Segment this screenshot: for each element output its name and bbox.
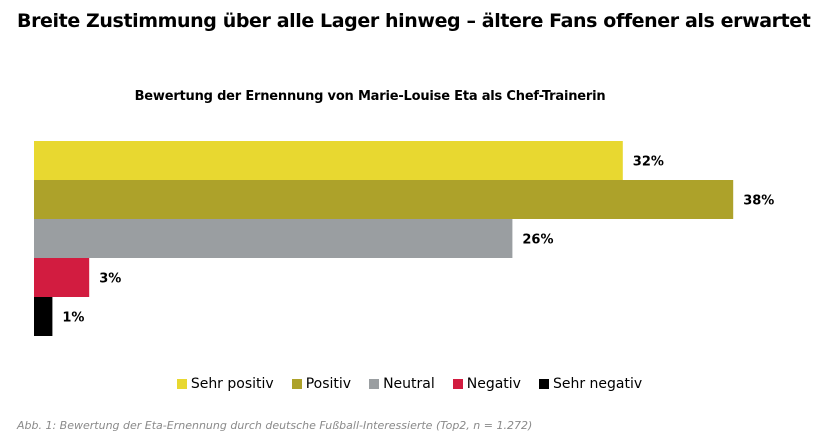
legend-label: Sehr positiv bbox=[190, 376, 274, 392]
legend-swatch bbox=[369, 379, 380, 389]
legend-label: Negativ bbox=[466, 376, 521, 392]
legend-item: Positiv bbox=[291, 376, 352, 392]
chart-title: Bewertung der Ernennung von Marie-Louise… bbox=[134, 89, 606, 104]
legend-swatch bbox=[538, 379, 549, 389]
bar-sehr-negativ bbox=[34, 297, 53, 336]
legend-item: Sehr positiv bbox=[176, 376, 274, 392]
data-label: 3% bbox=[99, 272, 121, 287]
legend: Sehr positiv Positiv Neutral Negativ Sehr ne… bbox=[0, 376, 819, 392]
bar-negativ bbox=[34, 258, 90, 297]
bar-neutral bbox=[34, 219, 513, 258]
legend-label: Sehr negativ bbox=[552, 376, 643, 392]
legend-swatch bbox=[291, 379, 302, 389]
legend-swatch bbox=[452, 379, 463, 389]
data-label: 32% bbox=[633, 155, 664, 170]
legend-item: Negativ bbox=[452, 376, 521, 392]
legend-item: Sehr negativ bbox=[538, 376, 643, 392]
bar-sehr-positiv bbox=[34, 141, 623, 180]
data-label: 26% bbox=[522, 233, 553, 248]
caption: Abb. 1: Bewertung der Eta-Ernennung durc… bbox=[17, 419, 533, 432]
legend-label: Positiv bbox=[305, 376, 352, 392]
data-label: 1% bbox=[62, 311, 84, 326]
legend-item: Neutral bbox=[369, 376, 435, 392]
data-label: 38% bbox=[743, 194, 774, 209]
legend-swatch bbox=[176, 379, 187, 389]
bar-positiv bbox=[34, 180, 734, 219]
legend-label: Neutral bbox=[383, 376, 435, 392]
headline: Breite Zustimmung über alle Lager hinweg… bbox=[17, 10, 811, 32]
